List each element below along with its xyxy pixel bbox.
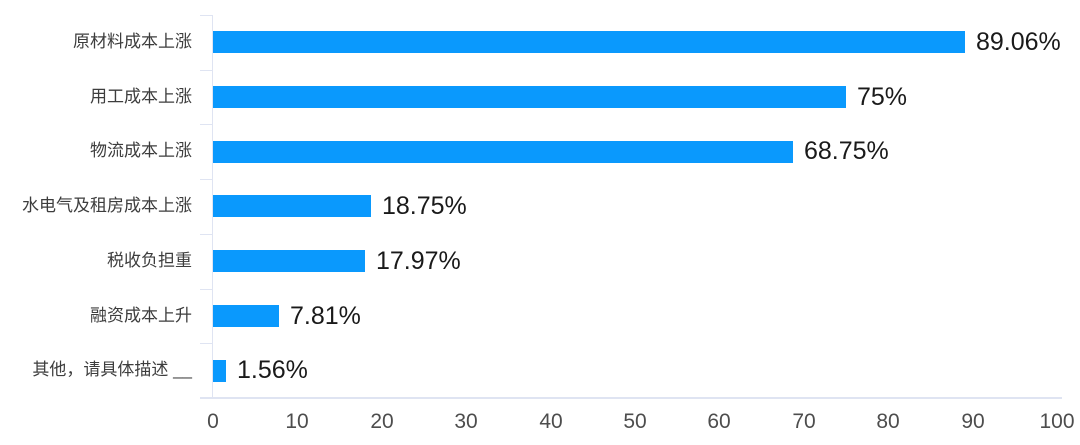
x-axis-tick-label: 80 <box>876 410 900 433</box>
x-axis-line <box>200 397 1062 399</box>
bar <box>213 86 846 109</box>
y-axis-tick <box>200 343 212 344</box>
value-label: 1.56% <box>237 356 308 385</box>
category-label: 融资成本上升 <box>90 305 192 325</box>
bar-row: 其他，请具体描述 __ 1.56% <box>0 343 1080 398</box>
x-axis-tick-label: 10 <box>285 410 309 433</box>
x-axis-tick-label: 50 <box>623 410 647 433</box>
bar-row: 用工成本上涨 75% <box>0 70 1080 125</box>
category-label: 用工成本上涨 <box>90 86 192 106</box>
x-axis-tick-label: 100 <box>1039 410 1075 433</box>
value-label: 89.06% <box>976 28 1061 56</box>
bar-row: 水电气及租房成本上涨 18.75% <box>0 179 1080 234</box>
category-label: 其他，请具体描述 __ <box>32 360 192 380</box>
x-axis-tick-label: 0 <box>207 410 219 433</box>
category-label: 原材料成本上涨 <box>73 32 192 51</box>
x-axis-tick-label: 90 <box>961 410 985 433</box>
value-label: 18.75% <box>382 192 467 221</box>
bar <box>213 31 965 54</box>
y-axis-line <box>212 15 213 398</box>
category-label: 物流成本上涨 <box>90 141 192 161</box>
x-axis-tick-label: 20 <box>370 410 394 433</box>
bar <box>213 250 365 273</box>
x-axis-tick-label: 40 <box>539 410 563 433</box>
y-axis-tick <box>200 70 212 71</box>
value-label: 75% <box>857 82 908 111</box>
bar <box>213 195 371 218</box>
y-axis-tick <box>200 234 212 235</box>
bar-row: 税收负担重 17.97% <box>0 234 1080 289</box>
bar <box>213 359 226 382</box>
value-label: 7.81% <box>290 301 361 330</box>
x-axis-tick-label: 60 <box>707 410 731 433</box>
bar-row: 融资成本上升 7.81% <box>0 289 1080 344</box>
category-label: 税收负担重 <box>107 250 192 270</box>
bar-row: 物流成本上涨 68.75% <box>0 124 1080 179</box>
x-axis-tick-label: 30 <box>454 410 478 433</box>
value-label: 68.75% <box>804 137 889 166</box>
y-axis-tick <box>200 179 212 180</box>
y-axis-tick <box>200 124 212 125</box>
x-axis-tick-label: 70 <box>792 410 816 433</box>
y-axis-tick <box>200 15 212 16</box>
category-label: 水电气及租房成本上涨 <box>22 196 192 216</box>
bar <box>213 304 279 327</box>
y-axis-tick <box>200 289 212 290</box>
value-label: 17.97% <box>376 246 461 275</box>
bar-row: 原材料成本上涨 89.06% <box>0 15 1080 70</box>
bar <box>213 140 793 163</box>
